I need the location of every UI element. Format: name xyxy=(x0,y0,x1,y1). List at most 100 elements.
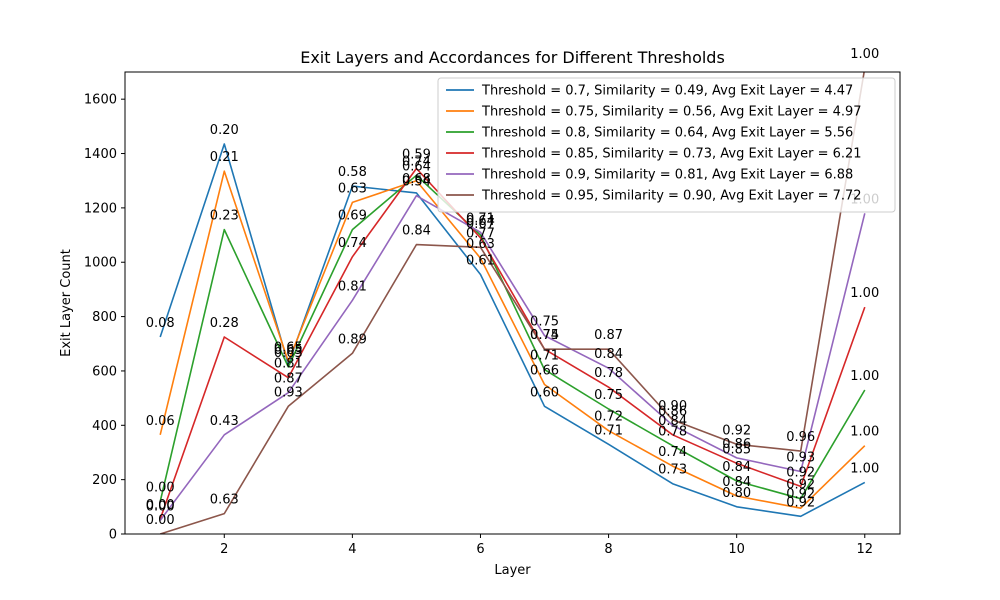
data-label: 0.96 xyxy=(786,430,815,445)
data-label: 0.75 xyxy=(530,328,559,343)
data-label: 0.93 xyxy=(786,450,815,465)
data-label: 0.75 xyxy=(530,315,559,330)
data-label: 0.06 xyxy=(146,414,175,429)
series-line-6 xyxy=(159,72,865,534)
data-label: 0.64 xyxy=(402,160,431,175)
data-label: 0.74 xyxy=(402,154,431,169)
y-tick-label: 200 xyxy=(92,473,117,488)
axes: 2 4 6 8 10 12 0 200 400 600 800 1000 1200 1400 1600 xyxy=(84,93,873,557)
legend-entry: Threshold = 0.75, Similarity = 0.56, Avg… xyxy=(481,105,862,120)
x-tick-label: 2 xyxy=(220,542,228,557)
data-label: 0.93 xyxy=(274,385,303,400)
data-label: 1.00 xyxy=(850,369,879,384)
data-label: 0.92 xyxy=(786,487,815,502)
legend-entry: Threshold = 0.7, Similarity = 0.49, Avg … xyxy=(481,84,853,99)
data-label: 0.87 xyxy=(274,372,303,387)
plot-area: 0.08 0.20 0.65 0.58 0.68 0.61 0.60 0.71 0.73 0.80… xyxy=(146,47,879,534)
data-label: 1.00 xyxy=(850,425,879,440)
data-label: 0.23 xyxy=(210,209,239,224)
data-label: 0.84 xyxy=(722,460,751,475)
chart-title: Exit Layers and Accordances for Differen… xyxy=(300,48,725,67)
y-tick-label: 400 xyxy=(92,419,117,434)
data-label: 0.63 xyxy=(466,237,495,252)
data-label: 0.65 xyxy=(274,340,303,355)
data-label: 0.54 xyxy=(402,175,431,190)
data-label: 0.67 xyxy=(466,217,495,232)
data-label: 0.84 xyxy=(594,347,623,362)
series-line-4 xyxy=(159,167,866,520)
data-label: 0.61 xyxy=(466,253,495,268)
legend-entry: Threshold = 0.8, Similarity = 0.64, Avg … xyxy=(481,126,853,141)
data-label: 1.00 xyxy=(850,461,879,476)
series-line-3 xyxy=(159,174,866,502)
data-label: 0.63 xyxy=(210,493,239,508)
data-label: 0.92 xyxy=(786,465,815,480)
data-label: 0.28 xyxy=(210,316,239,331)
data-label: 0.92 xyxy=(722,423,751,438)
data-label: 0.43 xyxy=(210,414,239,429)
x-tick-label: 12 xyxy=(856,542,873,557)
data-label: 0.92 xyxy=(786,495,815,510)
data-label: 0.87 xyxy=(594,328,623,343)
data-label: 0.89 xyxy=(338,332,367,347)
data-label: 0.92 xyxy=(786,478,815,493)
data-label: 0.00 xyxy=(146,480,175,495)
series-lines xyxy=(159,72,866,534)
data-label: 0.85 xyxy=(722,442,751,457)
legend-entry: Threshold = 0.95, Similarity = 0.90, Avg… xyxy=(481,189,862,204)
data-label: 0.68 xyxy=(402,172,431,187)
data-label: 0.78 xyxy=(658,425,687,440)
legend-entry: Threshold = 0.9, Similarity = 0.81, Avg … xyxy=(481,168,853,183)
y-axis-label: Exit Layer Count xyxy=(59,249,74,357)
data-label: 0.00 xyxy=(146,498,175,513)
y-tick-label: 1200 xyxy=(84,201,117,216)
data-label: 0.74 xyxy=(658,445,687,460)
data-label: 0.08 xyxy=(146,316,175,331)
data-label: 0.73 xyxy=(658,463,687,478)
data-label: 0.81 xyxy=(274,357,303,372)
data-label: 0.84 xyxy=(658,414,687,429)
y-tick-label: 800 xyxy=(92,310,117,325)
data-label: 0.20 xyxy=(210,123,239,138)
legend-box xyxy=(437,77,896,213)
data-label: 1.00 xyxy=(850,47,879,62)
data-label: 0.60 xyxy=(530,385,559,400)
y-tick-label: 1600 xyxy=(84,93,117,108)
series-line-5 xyxy=(159,194,866,521)
legend-entry: Threshold = 0.85, Similarity = 0.73, Avg… xyxy=(481,147,862,162)
data-label: 0.72 xyxy=(594,410,623,425)
x-tick-label: 6 xyxy=(476,542,484,557)
data-label: 0.64 xyxy=(466,214,495,229)
data-label: 0.00 xyxy=(146,513,175,528)
data-label: 0.71 xyxy=(466,211,495,226)
data-label: 0.00 xyxy=(146,499,175,514)
data-label: 0.74 xyxy=(338,236,367,251)
x-tick-label: 10 xyxy=(728,542,745,557)
y-tick-label: 1400 xyxy=(84,147,117,162)
series-line-2 xyxy=(159,170,866,510)
data-label: 0.75 xyxy=(594,388,623,403)
legend: Threshold = 0.7, Similarity = 0.49, Avg … xyxy=(437,77,896,213)
data-label: 0.78 xyxy=(594,366,623,381)
y-tick-label: 600 xyxy=(92,364,117,379)
data-label: 0.81 xyxy=(338,279,367,294)
x-tick-label: 4 xyxy=(348,542,356,557)
data-label: 0.71 xyxy=(594,423,623,438)
data-label: 0.65 xyxy=(274,343,303,358)
data-label: 0.63 xyxy=(274,346,303,361)
data-label: 0.71 xyxy=(530,349,559,364)
plot-frame xyxy=(124,71,901,535)
data-label: 0.86 xyxy=(722,437,751,452)
data-label: 0.80 xyxy=(722,486,751,501)
x-tick-label: 8 xyxy=(604,542,612,557)
data-label: 0.90 xyxy=(658,399,687,414)
x-axis-label: Layer xyxy=(494,563,531,578)
data-label: 0.63 xyxy=(338,181,367,196)
data-label: 0.74 xyxy=(530,328,559,343)
data-label: 0.69 xyxy=(338,209,367,224)
y-tick-label: 1000 xyxy=(84,256,117,271)
data-label: 1.00 xyxy=(850,286,879,301)
data-labels: 0.08 0.20 0.65 0.58 0.68 0.61 0.60 0.71 0.73 0.80… xyxy=(146,47,879,528)
